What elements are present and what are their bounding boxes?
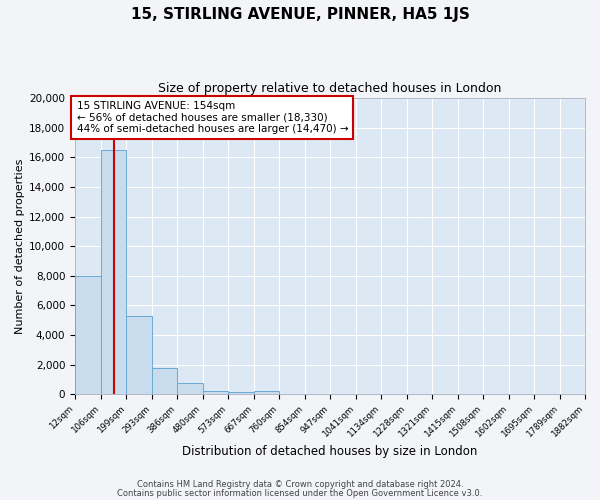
Bar <box>254 392 279 394</box>
Bar <box>203 390 228 394</box>
Text: 15 STIRLING AVENUE: 154sqm
← 56% of detached houses are smaller (18,330)
44% of : 15 STIRLING AVENUE: 154sqm ← 56% of deta… <box>77 101 348 134</box>
Bar <box>101 150 126 394</box>
Bar <box>126 316 152 394</box>
Title: Size of property relative to detached houses in London: Size of property relative to detached ho… <box>158 82 502 96</box>
Bar <box>75 276 101 394</box>
X-axis label: Distribution of detached houses by size in London: Distribution of detached houses by size … <box>182 444 478 458</box>
Text: Contains public sector information licensed under the Open Government Licence v3: Contains public sector information licen… <box>118 488 482 498</box>
Bar <box>228 392 254 394</box>
Bar <box>177 383 203 394</box>
Text: 15, STIRLING AVENUE, PINNER, HA5 1JS: 15, STIRLING AVENUE, PINNER, HA5 1JS <box>131 8 469 22</box>
Y-axis label: Number of detached properties: Number of detached properties <box>15 158 25 334</box>
Text: Contains HM Land Registry data © Crown copyright and database right 2024.: Contains HM Land Registry data © Crown c… <box>137 480 463 489</box>
Bar <box>152 368 177 394</box>
